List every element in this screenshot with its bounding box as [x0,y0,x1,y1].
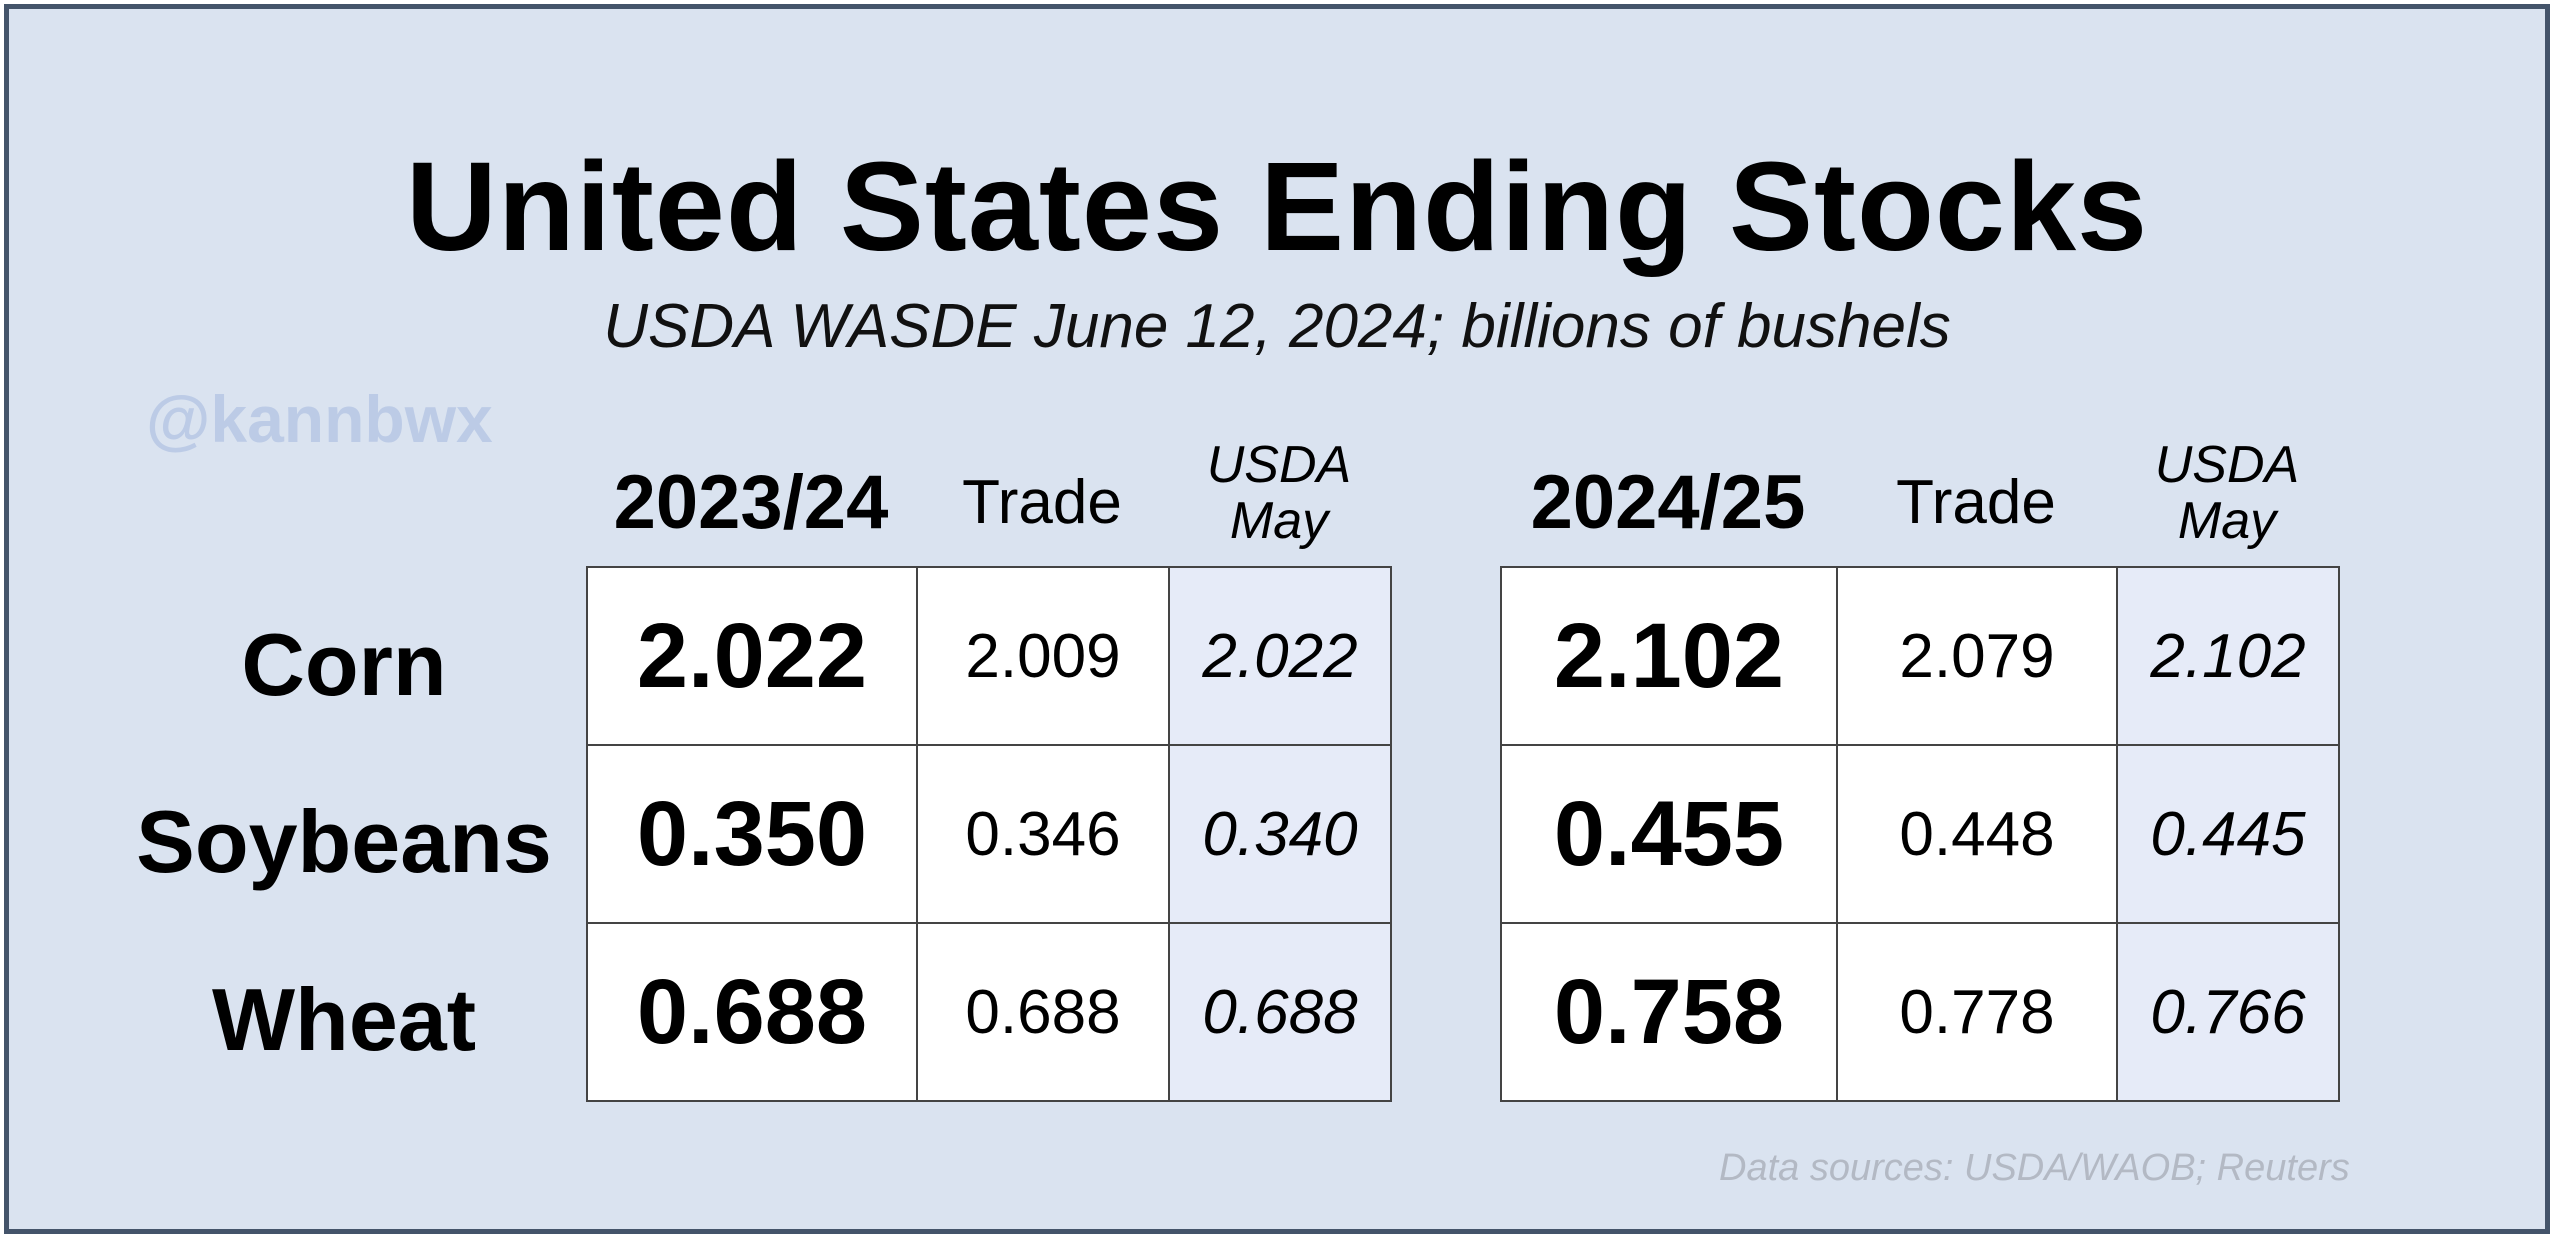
row-label-wheat: Wheat [212,970,476,1069]
usda-header-line2: May [1229,492,1329,550]
chart-frame: United States Ending Stocks USDA WASDE J… [4,4,2550,1234]
row-label-soybeans: Soybeans [136,792,552,891]
table-row: 0.758 0.778 0.766 [1500,922,2340,1102]
trade-cell: 0.346 [916,744,1170,924]
chart-subtitle: USDA WASDE June 12, 2024; billions of bu… [603,292,1951,361]
period-header-2024-25: 2024/25 [1530,460,1806,545]
chart-title: United States Ending Stocks [405,136,2149,277]
table-row: 0.455 0.448 0.445 [1500,744,2340,924]
trade-cell: 0.778 [1836,922,2118,1102]
trade-cell: 0.688 [916,922,1170,1102]
usda-may-cell: 0.340 [1168,744,1392,924]
value-cell: 2.022 [586,566,918,746]
usda-may-header-2023-24: USDA May [1168,437,1390,549]
usda-header-line1: USDA [2154,436,2300,494]
trade-cell: 2.079 [1836,566,2118,746]
trade-header-2023-24: Trade [962,468,1122,537]
usda-may-cell: 2.102 [2116,566,2340,746]
value-cell: 0.688 [586,922,918,1102]
usda-may-cell: 0.688 [1168,922,1392,1102]
table-row: 0.688 0.688 0.688 [586,922,1392,1102]
table-row: 2.102 2.079 2.102 [1500,566,2340,746]
watermark: @kannbwx [146,382,493,456]
value-cell: 2.102 [1500,566,1838,746]
period-header-2023-24: 2023/24 [613,460,889,545]
usda-may-cell: 0.766 [2116,922,2340,1102]
usda-header-line1: USDA [1206,436,1352,494]
usda-may-header-2024-25: USDA May [2116,437,2338,549]
usda-may-cell: 0.445 [2116,744,2340,924]
value-cell: 0.350 [586,744,918,924]
row-label-corn: Corn [241,615,447,714]
data-source-note: Data sources: USDA/WAOB; Reuters [1719,1147,2350,1189]
usda-may-cell: 2.022 [1168,566,1392,746]
table-2024-25: 2.102 2.079 2.102 0.455 0.448 0.445 0.75… [1500,566,2340,1102]
value-cell: 0.758 [1500,922,1838,1102]
table-row: 0.350 0.346 0.340 [586,744,1392,924]
table-2023-24: 2.022 2.009 2.022 0.350 0.346 0.340 0.68… [586,566,1392,1102]
trade-header-2024-25: Trade [1896,468,2056,537]
value-cell: 0.455 [1500,744,1838,924]
trade-cell: 2.009 [916,566,1170,746]
usda-header-line2: May [2177,492,2277,550]
table-row: 2.022 2.009 2.022 [586,566,1392,746]
trade-cell: 0.448 [1836,744,2118,924]
